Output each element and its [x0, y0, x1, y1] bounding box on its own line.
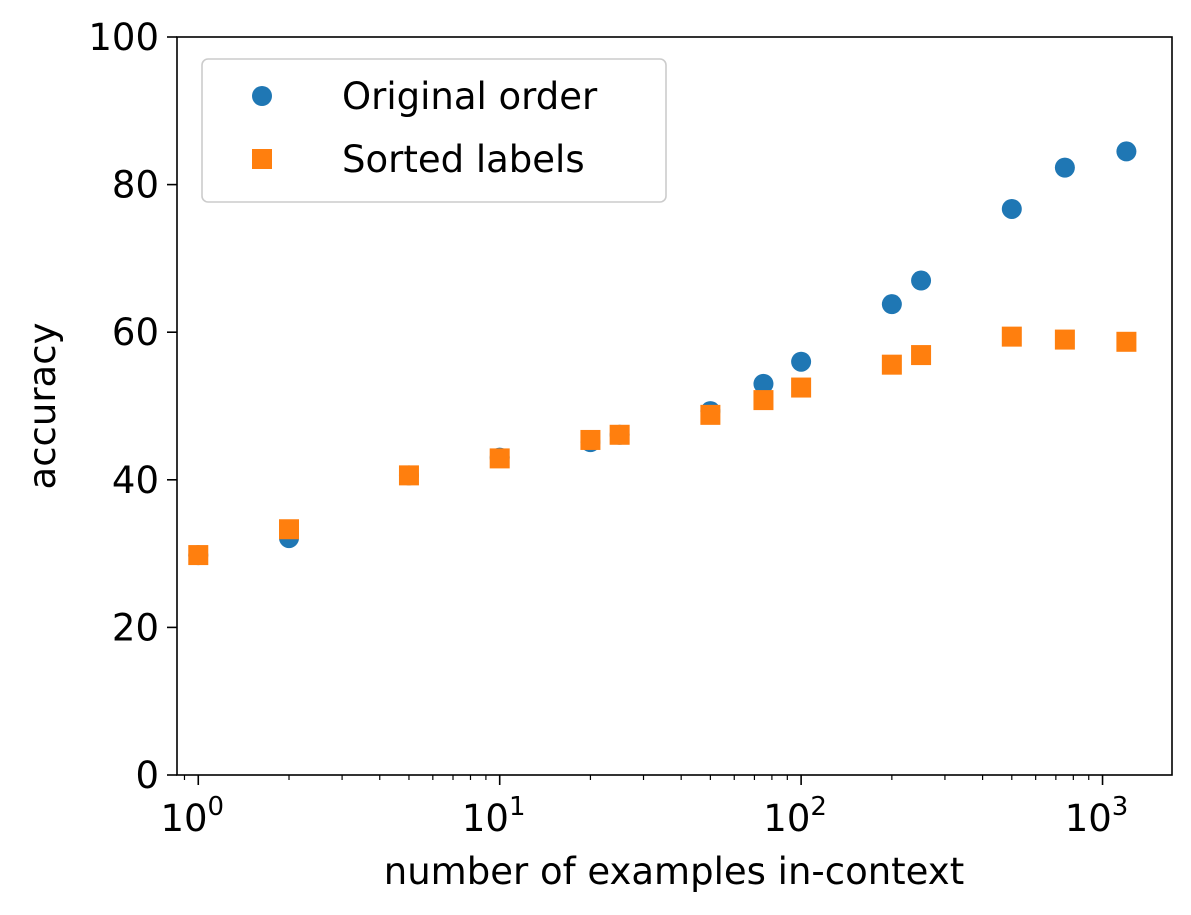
y-tick-label: 20	[112, 606, 159, 649]
point-sorted-labels	[791, 377, 812, 398]
point-sorted-labels	[911, 345, 932, 366]
legend-label-original-order: Original order	[342, 75, 598, 118]
y-tick-label: 100	[88, 16, 159, 59]
y-axis-ticks: 0 20 40 60 80 100	[88, 16, 177, 797]
point-original-order	[791, 351, 812, 372]
x-axis-label: number of examples in-context	[384, 850, 964, 893]
point-sorted-labels	[881, 354, 902, 375]
y-tick-label: 40	[112, 459, 159, 502]
point-sorted-labels	[609, 424, 630, 445]
x-tick-label: 102	[763, 792, 827, 840]
point-original-order	[753, 373, 774, 394]
point-sorted-labels	[700, 404, 721, 425]
legend-marker-sorted-labels	[252, 149, 272, 169]
x-tick-label: 103	[1065, 792, 1129, 840]
point-sorted-labels	[1116, 331, 1137, 352]
point-sorted-labels	[580, 429, 601, 450]
y-tick-label: 80	[112, 164, 159, 207]
legend-marker-original-order	[252, 86, 272, 106]
y-tick-label: 0	[135, 754, 159, 797]
y-axis-label: accuracy	[21, 323, 64, 490]
point-original-order	[1054, 157, 1075, 178]
point-original-order	[1001, 198, 1022, 219]
point-original-order	[911, 270, 932, 291]
point-sorted-labels	[753, 390, 774, 411]
point-sorted-labels	[398, 465, 419, 486]
point-sorted-labels	[1054, 329, 1075, 350]
x-axis-ticks: 100 101 102 103	[160, 775, 1128, 840]
x-tick-label: 100	[160, 792, 224, 840]
point-sorted-labels	[489, 448, 510, 469]
x-tick-label: 101	[462, 792, 526, 840]
legend-label-sorted-labels: Sorted labels	[342, 138, 585, 181]
point-sorted-labels	[188, 545, 209, 566]
plot-frame	[176, 36, 1173, 776]
legend: Original order Sorted labels	[201, 58, 667, 203]
point-sorted-labels	[279, 519, 300, 540]
point-sorted-labels	[1001, 326, 1022, 347]
y-tick-label: 60	[112, 311, 159, 354]
legend-box	[201, 58, 667, 203]
point-original-order	[881, 294, 902, 315]
data-points	[188, 141, 1137, 566]
point-original-order	[1116, 141, 1137, 162]
